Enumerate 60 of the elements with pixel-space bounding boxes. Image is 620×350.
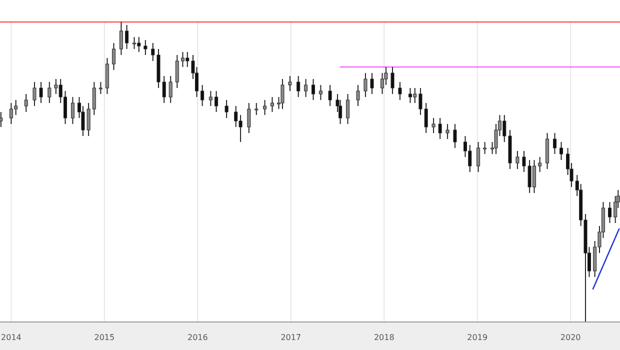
candlestick (546, 132, 550, 170)
candlestick (39, 82, 43, 104)
candlestick (390, 66, 394, 94)
candlestick (370, 72, 374, 94)
x-tick-label: 2018 (374, 333, 394, 342)
candlestick (424, 102, 428, 134)
candlestick (346, 94, 350, 124)
candlestick (112, 42, 116, 70)
candlestick (453, 124, 457, 148)
x-tick-label: 2017 (280, 333, 302, 342)
candlestick (288, 76, 292, 92)
candlestick (552, 132, 556, 154)
x-tick-label: 2016 (187, 333, 208, 342)
candlestick (312, 78, 316, 100)
candlestick (318, 84, 322, 100)
candlestick (224, 100, 228, 118)
candlestick (280, 78, 284, 110)
candlestick (254, 102, 258, 116)
candlestick (538, 156, 542, 172)
candlestick (125, 24, 129, 50)
candlestick (208, 90, 212, 106)
candlestick (98, 82, 102, 94)
candlestick (304, 78, 308, 98)
candlestick (263, 100, 267, 116)
x-tick-label: 2014 (1, 333, 22, 342)
candlestick (438, 118, 442, 140)
x-tick-label: 2015 (94, 333, 115, 342)
candlestick (398, 82, 402, 100)
candlestick (105, 58, 109, 94)
candlestick (247, 102, 251, 134)
candlestick (214, 90, 218, 112)
candlestick (608, 202, 612, 224)
candlestick (168, 76, 172, 104)
candlestick (560, 142, 564, 160)
candlestick (151, 42, 155, 62)
candlestick (144, 40, 148, 56)
x-tick-label: 2019 (467, 333, 488, 342)
candlestick (132, 36, 136, 50)
candlestick (432, 118, 436, 134)
candlestick (200, 84, 204, 106)
candlestick (328, 84, 332, 106)
candlestick (175, 54, 179, 88)
candlestick (364, 72, 368, 98)
candlestick (483, 142, 487, 154)
x-tick-label: 2020 (560, 333, 581, 342)
candlestick (296, 76, 300, 98)
candlestick (48, 82, 52, 104)
candlestick (0, 112, 3, 128)
candlestick (418, 88, 422, 116)
candlestick (516, 150, 520, 170)
candlestick (270, 96, 274, 112)
candlestick (356, 84, 360, 106)
candlestick (446, 124, 450, 140)
candlestick (476, 142, 480, 172)
candlestick (162, 76, 166, 104)
candlestick (119, 22, 123, 56)
candlestick (92, 82, 96, 116)
candlestick (24, 94, 28, 112)
candlestick (32, 82, 36, 106)
candlestick (70, 96, 74, 124)
